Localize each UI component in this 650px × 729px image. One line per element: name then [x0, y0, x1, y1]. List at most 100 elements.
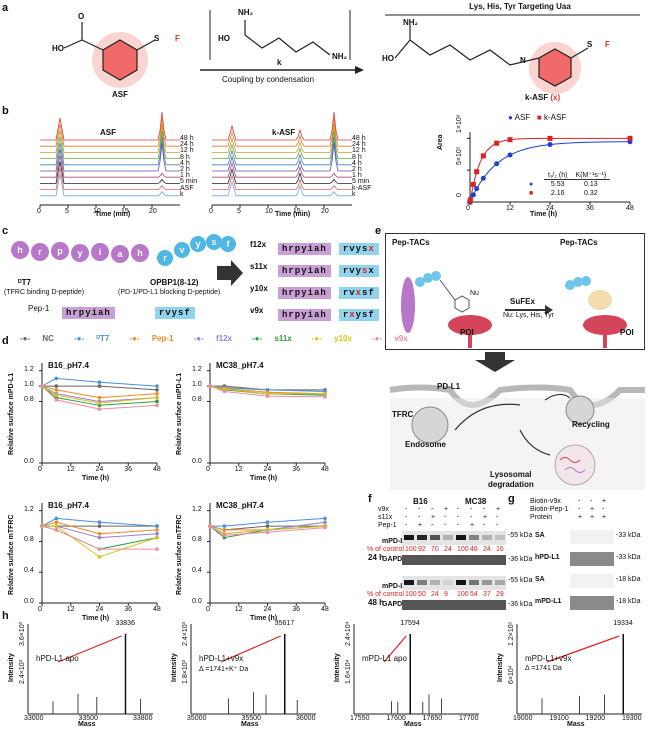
- wb-pct: 92: [418, 546, 426, 553]
- wb-sign: -: [405, 522, 407, 529]
- ms-xtick: 17700: [459, 715, 478, 722]
- td: 0.13: [571, 180, 610, 190]
- wb-band-gapdh: [402, 555, 506, 565]
- series-point: [55, 520, 59, 524]
- atom-ho-lys: HO: [218, 34, 230, 43]
- wb-band-gapdh: [402, 600, 506, 610]
- kin-x-tick: 24: [546, 205, 554, 212]
- series-point: [223, 524, 227, 528]
- kasf-point: [468, 197, 473, 202]
- atom-f: F: [175, 34, 180, 43]
- wb-sign: -: [470, 514, 472, 521]
- ms-ymid: 1.6×10⁴: [345, 659, 352, 684]
- d-chart-title: MC38_pH7.4: [216, 501, 264, 510]
- ms-ylabel: Intensity: [8, 653, 15, 682]
- td: 2.16: [544, 189, 571, 198]
- wb-g-row-label: Biotin-v9x: [530, 498, 561, 505]
- pdl1-label: PD-L1: [437, 382, 460, 391]
- ms-ylabel: Intensity: [334, 653, 341, 682]
- series-point: [55, 528, 59, 532]
- wb-mc38: MC38: [465, 497, 486, 506]
- kasf-point: [474, 169, 479, 174]
- kinetics-table: t₁/₂ (h) K(M⁻¹s⁻¹) ● 5.53 0.13 ■ 2.16 0.32: [528, 171, 610, 198]
- wb-sign: -: [470, 506, 472, 513]
- series-point: [323, 517, 327, 521]
- wb-g-kda: -33 kDa: [616, 554, 641, 561]
- series-point: [155, 536, 159, 540]
- wb-band: [495, 580, 505, 585]
- wb-sign: -: [457, 514, 459, 521]
- table-row: ● 5.53 0.13: [528, 180, 610, 190]
- wb-band: [417, 535, 427, 540]
- wb-g-band: [570, 574, 614, 588]
- arrow-label: Coupling by condensation: [222, 75, 314, 84]
- wb-kda55: -55 kDa: [508, 577, 533, 584]
- td: 5.53: [544, 180, 571, 190]
- series-point: [266, 520, 270, 524]
- atom-ho: HO: [52, 44, 64, 53]
- series-point: [98, 532, 102, 536]
- series-point: [55, 524, 59, 528]
- x-tick-label: 36: [292, 606, 300, 613]
- wb-band: [482, 535, 492, 540]
- series-point: [155, 524, 159, 528]
- endosome-label: Endosome: [405, 440, 446, 449]
- wb-sign: -: [405, 514, 407, 521]
- ms-xtick: 33800: [133, 715, 152, 722]
- wb-sign: -: [496, 522, 498, 529]
- ms-ytop: 1.2×10⁵: [508, 621, 515, 646]
- series-point: [266, 524, 270, 528]
- wb-sign: +: [602, 498, 606, 505]
- wb-sign: +: [496, 506, 500, 513]
- series-point: [40, 524, 44, 528]
- wb-band: [482, 580, 492, 585]
- ms-xtick: 33000: [24, 715, 43, 722]
- asf-point: [494, 161, 499, 166]
- atom-nh2-product: NH₂: [403, 18, 418, 27]
- x-tick-label: 10: [265, 208, 273, 215]
- wb-sign: -: [457, 506, 459, 513]
- table-row: ■ 2.16 0.32: [528, 189, 610, 198]
- td: 0.32: [571, 189, 610, 198]
- wb-pct: 54: [470, 591, 478, 598]
- kasf-point: [471, 182, 476, 187]
- wb-g-row-label: Protein: [530, 514, 552, 521]
- y-tick-label: 1.2: [192, 506, 202, 513]
- asf-point: [508, 153, 513, 158]
- asf-point: [471, 192, 476, 197]
- y-tick-label: 0.4: [192, 567, 202, 574]
- wb-sign: -: [418, 506, 420, 513]
- wb-pct: 24: [483, 546, 491, 553]
- ms-ytop: 2.4×10³: [182, 622, 189, 646]
- wb-pct: 46: [470, 546, 478, 553]
- wb-band: [469, 580, 479, 585]
- wb-sign: +: [590, 514, 594, 521]
- y-tick-label: 0.0: [24, 598, 34, 605]
- x-tick-label: 15: [121, 208, 129, 215]
- ms-peak-label: 33836: [116, 620, 135, 627]
- wb-band: [417, 580, 427, 585]
- ms-spectrum-label: mPD-L1 apo: [362, 654, 407, 663]
- wb-g-kda: -18 kDa: [616, 598, 641, 605]
- wb-pct-label: % of control: [367, 546, 404, 553]
- wb-row-label: Pep-1: [378, 522, 397, 529]
- wb-pct: 37: [483, 591, 491, 598]
- atom-s-product: S: [587, 40, 592, 49]
- wb-pct: 16: [496, 546, 504, 553]
- wb-pct: 24: [431, 591, 439, 598]
- x-tick-label: 5: [237, 208, 241, 215]
- wb-sign: -: [444, 522, 446, 529]
- wb-sign: -: [444, 514, 446, 521]
- wb-pct: 100: [457, 546, 469, 553]
- series-point: [323, 520, 327, 524]
- wb-g-label: SA: [535, 576, 545, 583]
- ms-xtick: 17600: [386, 715, 405, 722]
- x-tick-label: 0: [37, 208, 41, 215]
- wb-kda36: -36 kDa: [508, 556, 533, 563]
- ms-xlabel: Mass: [404, 721, 422, 728]
- y-tick-label: 0.8: [192, 536, 202, 543]
- pep-tacs-left: Pep-TACs: [392, 238, 430, 247]
- legend-square-icon: ■: [537, 113, 542, 122]
- wb-sign: -: [496, 514, 498, 521]
- ms-xlabel: Mass: [567, 721, 585, 728]
